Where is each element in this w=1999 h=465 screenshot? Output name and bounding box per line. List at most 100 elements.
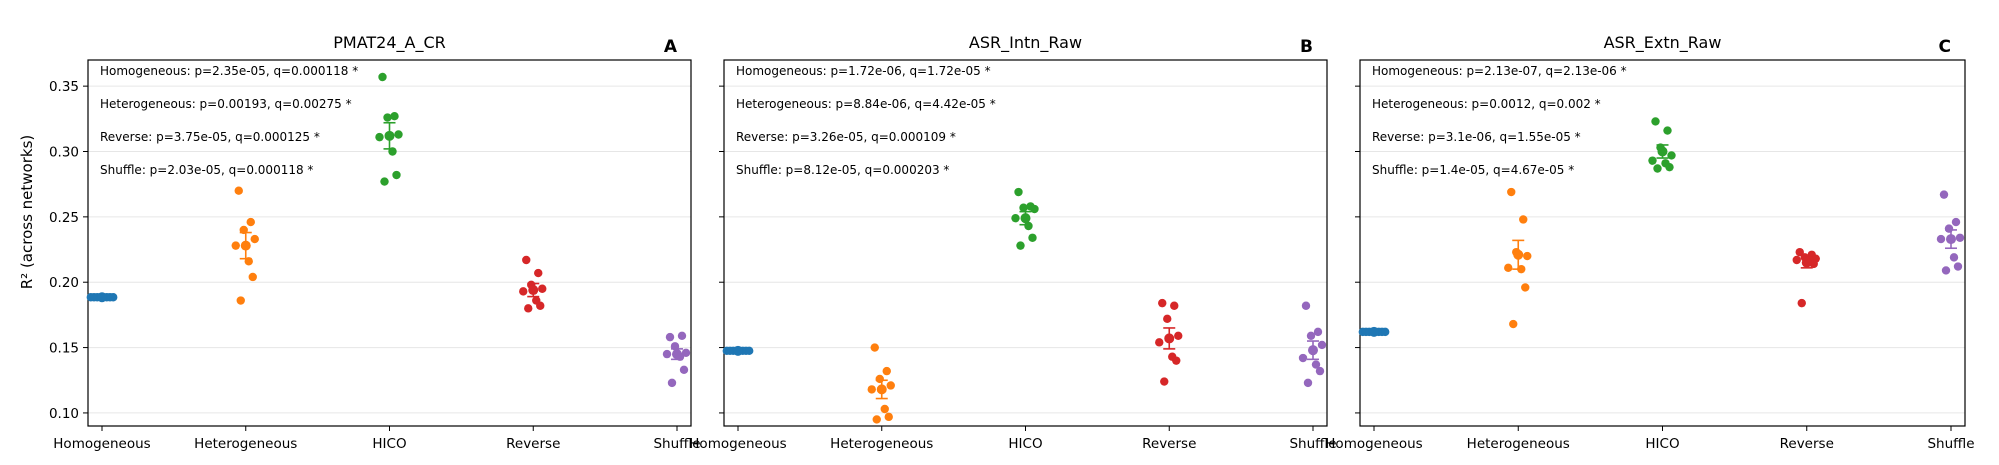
data-point [1667, 151, 1676, 160]
panel-c: Homogeneous Heterogeneous HICO Reverse Shuff… [1325, 33, 1974, 452]
data-point [524, 304, 533, 313]
data-point [1019, 203, 1028, 212]
data-point [886, 381, 895, 390]
significance-annotation: Reverse: p=3.1e-06, q=1.55e-05 * [1372, 130, 1581, 144]
data-point [1663, 126, 1672, 135]
data-point [1504, 263, 1513, 273]
data-point [1016, 241, 1025, 250]
series-reverse [519, 255, 547, 313]
data-point [1303, 378, 1313, 388]
panel-title: PMAT24_A_CR [333, 33, 446, 53]
data-point [665, 332, 675, 342]
y-tick-label: 0.30 [49, 145, 79, 161]
data-point [250, 234, 259, 244]
data-point [1941, 266, 1951, 275]
panel-letter: B [1300, 37, 1313, 57]
data-point [1028, 233, 1037, 242]
mean-marker [1164, 333, 1175, 344]
axes-frame [1359, 59, 1966, 427]
y-tick-label: 0.20 [49, 275, 79, 291]
mean-marker [384, 130, 395, 141]
series-reverse [1792, 247, 1820, 308]
data-point [1306, 331, 1316, 341]
significance-annotation: Shuffle: p=8.12e-05, q=0.000203 * [736, 163, 949, 177]
data-point [1317, 340, 1327, 350]
data-point [1163, 314, 1172, 324]
mean-marker [1801, 257, 1812, 268]
x-tick-label: Homogeneous [53, 436, 150, 452]
data-point [1523, 251, 1532, 261]
data-point [534, 268, 543, 278]
significance-annotation: Shuffle: p=1.4e-05, q=4.67e-05 * [1372, 163, 1574, 177]
x-tick-label: Heterogeneous [1467, 436, 1570, 452]
significance-annotation: Heterogeneous: p=8.84e-06, q=4.42e-05 * [736, 97, 996, 111]
axes-frame [723, 59, 1328, 427]
data-point [1014, 187, 1023, 197]
data-point [231, 241, 240, 250]
x-tick-label: Shuffle [653, 436, 700, 452]
data-point [1651, 117, 1660, 126]
significance-annotation: Homogeneous: p=2.13e-07, q=2.13e-06 * [1372, 64, 1627, 78]
data-point [522, 255, 531, 265]
mean-marker [1020, 213, 1031, 224]
x-tick-label: Reverse [1142, 436, 1196, 452]
series-shuffle [662, 331, 691, 388]
data-point [1174, 331, 1183, 341]
series-homogeneous [722, 345, 754, 356]
data-point [1797, 298, 1806, 308]
data-point [677, 331, 687, 341]
data-point [1653, 164, 1662, 173]
data-point [870, 343, 879, 352]
data-point [1792, 255, 1801, 265]
data-point [875, 374, 884, 384]
data-point [681, 348, 691, 357]
data-point [1939, 190, 1949, 199]
data-point [109, 293, 118, 302]
series-heterogeneous [1504, 187, 1532, 329]
data-point [1795, 247, 1804, 257]
data-point [1311, 360, 1321, 369]
x-tick-label: HICO [1008, 436, 1042, 452]
panel-title: ASR_Intn_Raw [969, 33, 1082, 53]
data-point [1949, 253, 1959, 262]
data-point [1953, 262, 1963, 271]
data-point [679, 365, 689, 374]
data-point [383, 113, 392, 122]
y-axis-label: R² (across networks) [18, 135, 36, 290]
data-point [519, 287, 528, 296]
series-heterogeneous [231, 186, 259, 305]
y-tick-label: 0.10 [49, 406, 79, 422]
data-point [882, 366, 891, 376]
data-point [1011, 213, 1020, 223]
data-point [867, 385, 876, 394]
data-point [1158, 298, 1167, 308]
data-point [1509, 319, 1518, 329]
series-hico [1648, 117, 1676, 173]
x-tick-label: Shuffle [1289, 436, 1336, 452]
x-tick-label: Heterogeneous [830, 436, 933, 452]
significance-annotation: Homogeneous: p=2.35e-05, q=0.000118 * [100, 64, 358, 78]
data-point [1521, 283, 1530, 292]
panel-letter: A [664, 37, 678, 57]
data-point [1301, 301, 1311, 310]
data-point [1507, 187, 1516, 197]
significance-annotation: Reverse: p=3.26e-05, q=0.000109 * [736, 130, 956, 144]
data-point [394, 130, 403, 139]
panel-b: Homogeneous Heterogeneous HICO Reverse Shuff… [689, 33, 1336, 452]
mean-marker [876, 384, 887, 395]
data-point [1172, 356, 1181, 365]
y-tick-label: 0.35 [49, 79, 79, 95]
data-point [1298, 353, 1308, 363]
panel-title: ASR_Extn_Raw [1604, 33, 1722, 53]
panel-a: 0.10 0.15 0.20 0.25 0.30 0.35 Homogeneous Heter… [49, 33, 701, 452]
mean-marker [1308, 345, 1318, 356]
x-tick-label: Homogeneous [689, 436, 786, 452]
data-point [1936, 234, 1946, 244]
series-homogeneous [86, 292, 118, 303]
mean-marker [1513, 249, 1524, 260]
data-point [1030, 204, 1039, 214]
data-point [1381, 327, 1390, 337]
mean-marker [672, 349, 682, 360]
series-homogeneous [1358, 326, 1390, 337]
